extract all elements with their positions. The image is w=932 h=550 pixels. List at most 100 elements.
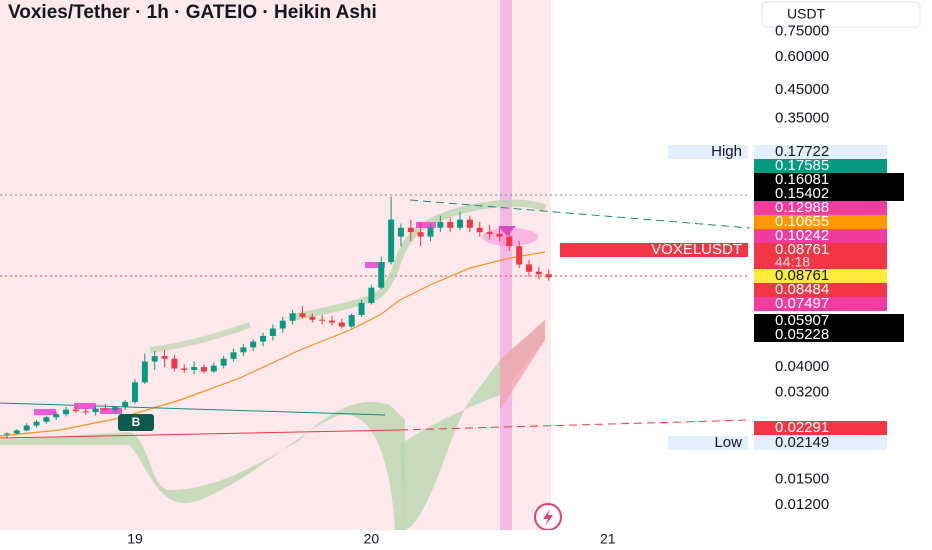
candle-body: [407, 227, 414, 233]
candle-body: [250, 341, 257, 348]
currency-button[interactable]: [761, 1, 921, 28]
candle-body: [122, 401, 129, 408]
price-label: 0.05228: [775, 326, 829, 343]
y-tick-label: 0.01200: [775, 496, 829, 513]
price-label: 0.05907: [775, 312, 829, 329]
candle-body: [191, 367, 198, 370]
candle-body: [23, 425, 30, 431]
candle-body: [457, 219, 464, 228]
price-tag: Low: [714, 434, 742, 451]
candle-body: [13, 430, 20, 434]
candle-body: [358, 302, 365, 316]
symbol-label: VOXELUSDT: [651, 241, 742, 258]
candle-body: [388, 219, 395, 263]
marker: [416, 222, 436, 228]
session-shade: [0, 0, 551, 530]
candle-body: [348, 315, 355, 327]
y-tick-label: 0.45000: [775, 81, 829, 98]
candle-body: [378, 262, 385, 288]
candle-body: [63, 409, 70, 415]
candle-body: [240, 347, 247, 353]
support-line: [0, 429, 401, 439]
candle-body: [526, 264, 532, 272]
price-label: 0.07497: [775, 295, 829, 312]
price-label-box: [754, 421, 887, 435]
candle-body: [299, 313, 306, 317]
price-label: 0.17585: [775, 157, 829, 174]
candle-body: [82, 411, 89, 413]
bolt: [543, 509, 553, 526]
x-tick-label: 19: [127, 531, 143, 547]
price-label: 0.12988: [775, 199, 829, 216]
price-label: 0.10242: [775, 227, 829, 244]
y-tick-label: 0.04000: [775, 358, 829, 375]
candle-body: [230, 352, 237, 359]
signal-box: [118, 414, 154, 431]
support-line-dashed: [399, 419, 751, 431]
upper-band-left: [149, 322, 251, 353]
price-label-box: [754, 201, 887, 215]
candle-body: [289, 313, 296, 321]
price-label: 0.08761: [775, 267, 829, 284]
price-label-box: [754, 145, 887, 159]
signal-triangle: [498, 226, 516, 236]
y-tick-label: 0.60000: [775, 48, 829, 65]
price-label-box: [754, 229, 887, 243]
price-label-box: [754, 314, 904, 328]
candle-body: [368, 287, 375, 303]
candle-body: [151, 356, 158, 362]
trend-line-lower: [0, 402, 386, 416]
candle-body: [397, 227, 404, 237]
x-axis-bg: [0, 530, 760, 550]
candle-body: [43, 417, 50, 422]
price-label: 0.08484: [775, 281, 829, 298]
x-tick-label: 21: [600, 531, 616, 547]
price-label-box: [754, 269, 887, 283]
candle-body: [141, 361, 148, 383]
candle-body: [260, 335, 267, 342]
y-tick-label: 0.03200: [775, 384, 829, 401]
candle-body: [132, 382, 138, 402]
candle-body: [329, 320, 335, 323]
candle-body: [535, 271, 542, 275]
candle-body: [427, 227, 434, 237]
candle-body: [516, 246, 523, 265]
cloud-band-red: [500, 320, 545, 410]
price-label-box: [754, 159, 887, 173]
candle-body: [161, 356, 168, 359]
x-tick-label: 20: [364, 531, 380, 547]
candle-body: [33, 421, 40, 426]
price-label-box: [754, 215, 887, 229]
candle-body: [309, 316, 316, 320]
candle-body: [338, 322, 345, 327]
price-label-box: [754, 243, 887, 271]
marker: [365, 262, 385, 268]
candle-body: [417, 232, 424, 237]
price-label-box: [754, 436, 887, 450]
price-tag-box: [668, 145, 748, 159]
candle-body: [476, 227, 483, 233]
candle-body: [92, 408, 99, 413]
candle-body: [3, 433, 10, 435]
price-label: 0.15402: [775, 185, 829, 202]
marker: [34, 409, 56, 415]
price-label-box: [754, 297, 887, 311]
candle-body: [181, 368, 188, 370]
candle-body: [319, 319, 326, 321]
trend-line: [409, 199, 751, 229]
upper-band: [289, 199, 547, 322]
cloud-band-left: [0, 401, 405, 530]
symbol-box: [560, 243, 748, 257]
candle-body: [210, 365, 217, 372]
chart-title: Voxies/Tether · 1h · GATEIO · Heikin Ash…: [8, 2, 377, 23]
marker: [74, 403, 96, 409]
candle-body: [486, 232, 493, 234]
candle-body: [112, 407, 119, 410]
price-tag: High: [711, 143, 742, 160]
markers: [34, 222, 436, 415]
price-label-box: [754, 187, 904, 201]
y-tick-label: 0.01500: [775, 470, 829, 487]
marker: [100, 408, 122, 414]
currency-label: USDT: [787, 6, 826, 22]
